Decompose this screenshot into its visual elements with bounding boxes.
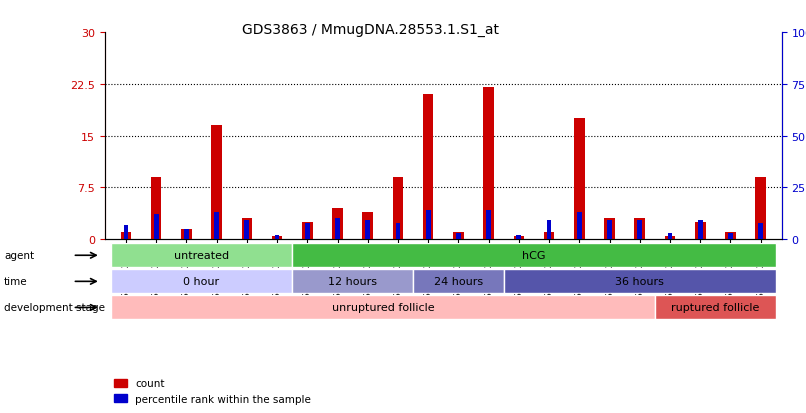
- Bar: [365, 221, 370, 240]
- FancyBboxPatch shape: [111, 296, 654, 320]
- Text: 0 hour: 0 hour: [184, 277, 219, 287]
- Bar: [695, 222, 705, 240]
- Bar: [513, 236, 524, 240]
- Bar: [121, 233, 131, 240]
- Bar: [363, 212, 373, 240]
- Text: unruptured follicle: unruptured follicle: [331, 303, 434, 313]
- Bar: [332, 209, 343, 240]
- Bar: [546, 221, 551, 240]
- FancyBboxPatch shape: [413, 270, 504, 294]
- Bar: [211, 126, 222, 240]
- Bar: [665, 236, 675, 240]
- FancyBboxPatch shape: [111, 244, 292, 268]
- Bar: [393, 178, 403, 240]
- Bar: [725, 233, 736, 240]
- Text: hCG: hCG: [522, 251, 546, 261]
- Bar: [758, 223, 763, 240]
- Bar: [335, 219, 340, 240]
- Bar: [244, 221, 249, 240]
- Bar: [486, 211, 491, 240]
- Bar: [123, 225, 128, 240]
- Bar: [634, 219, 645, 240]
- FancyBboxPatch shape: [292, 270, 413, 294]
- Bar: [396, 223, 401, 240]
- Bar: [604, 219, 615, 240]
- Legend: count, percentile rank within the sample: count, percentile rank within the sample: [110, 374, 315, 408]
- Bar: [456, 233, 461, 240]
- Bar: [577, 213, 582, 240]
- Text: untreated: untreated: [174, 251, 229, 261]
- Bar: [272, 236, 282, 240]
- FancyBboxPatch shape: [111, 270, 292, 294]
- Bar: [275, 235, 280, 240]
- Text: time: time: [4, 277, 27, 287]
- Bar: [667, 233, 672, 240]
- Bar: [544, 233, 555, 240]
- Text: development stage: development stage: [4, 303, 105, 313]
- Bar: [574, 119, 584, 240]
- Bar: [242, 219, 252, 240]
- Bar: [453, 233, 463, 240]
- Bar: [755, 178, 766, 240]
- Bar: [151, 178, 161, 240]
- Bar: [305, 223, 310, 240]
- Bar: [728, 233, 733, 240]
- Text: 12 hours: 12 hours: [328, 277, 377, 287]
- Text: agent: agent: [4, 251, 34, 261]
- Text: 36 hours: 36 hours: [615, 277, 664, 287]
- FancyBboxPatch shape: [654, 296, 775, 320]
- Bar: [423, 95, 434, 240]
- Bar: [517, 235, 521, 240]
- Bar: [214, 213, 219, 240]
- FancyBboxPatch shape: [292, 244, 775, 268]
- Bar: [698, 221, 703, 240]
- Bar: [154, 215, 159, 240]
- Text: ruptured follicle: ruptured follicle: [671, 303, 759, 313]
- Bar: [484, 88, 494, 240]
- Bar: [638, 221, 642, 240]
- Text: GDS3863 / MmugDNA.28553.1.S1_at: GDS3863 / MmugDNA.28553.1.S1_at: [243, 23, 499, 37]
- FancyBboxPatch shape: [504, 270, 775, 294]
- Bar: [302, 222, 313, 240]
- Bar: [426, 211, 430, 240]
- Bar: [181, 229, 192, 240]
- Text: 24 hours: 24 hours: [434, 277, 483, 287]
- Bar: [607, 221, 612, 240]
- Bar: [184, 229, 189, 240]
